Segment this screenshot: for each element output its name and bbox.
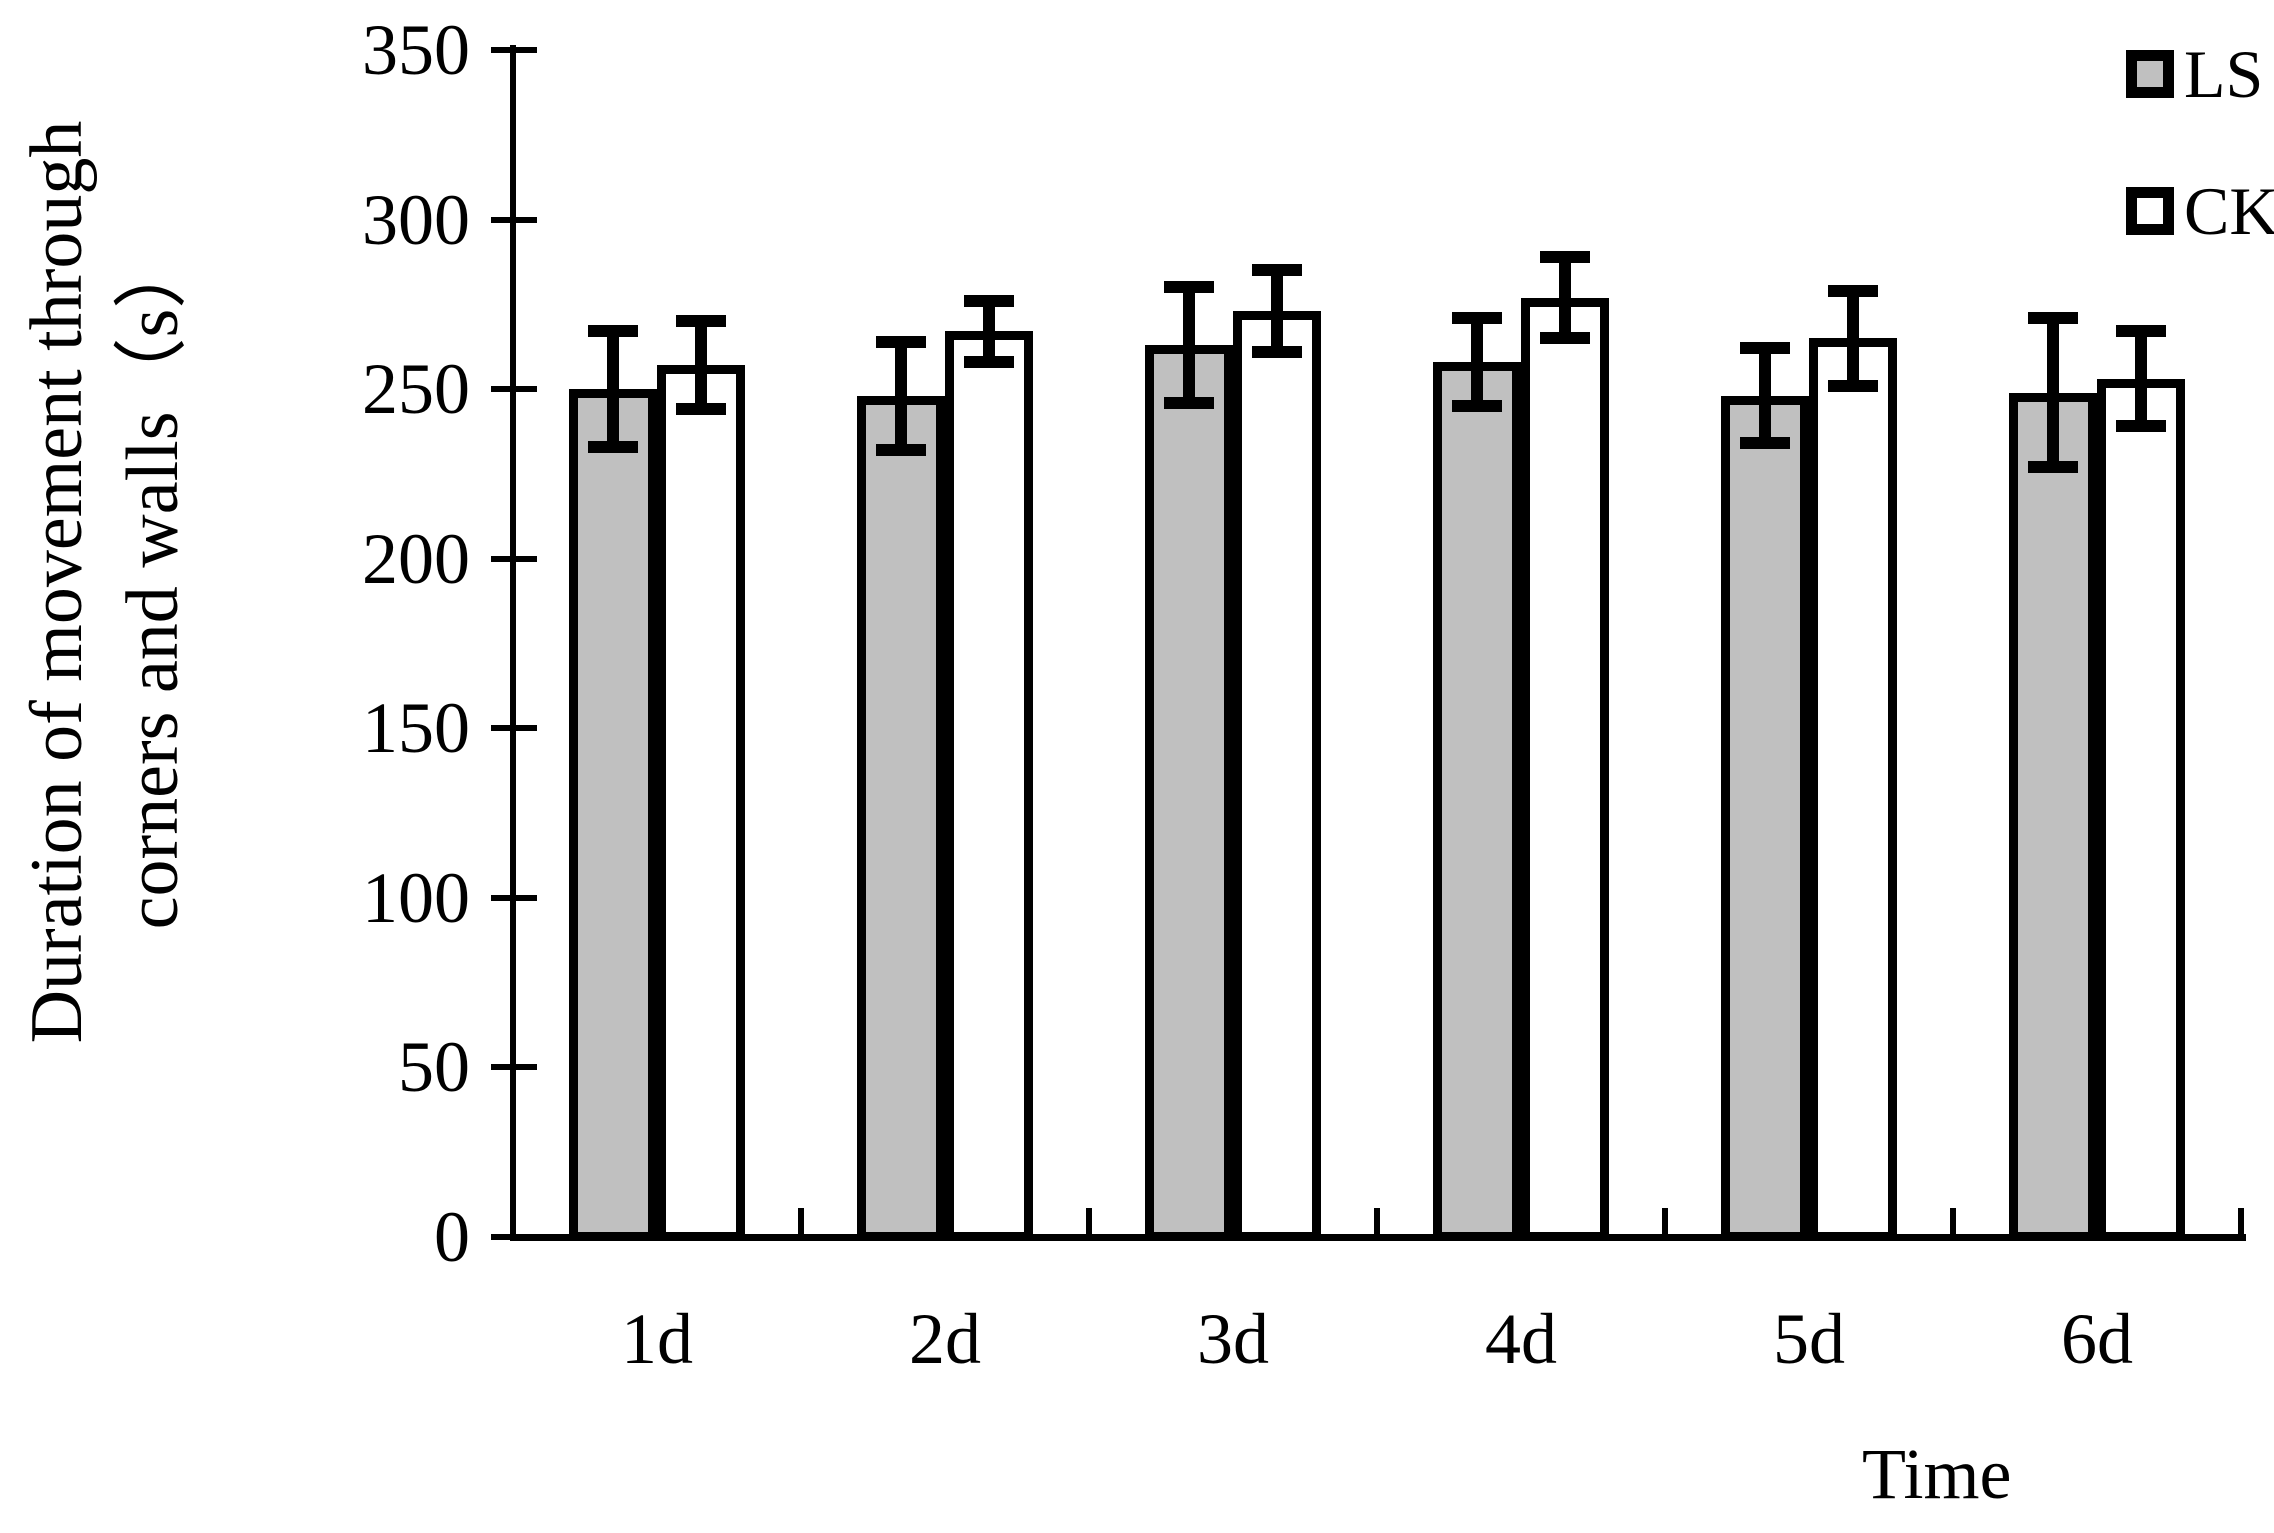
error-bar-cap-top	[2028, 311, 2078, 324]
y-tick-mark	[491, 216, 537, 223]
y-tick-label: 250	[362, 349, 470, 430]
error-bar-cap-bottom	[2028, 461, 2078, 474]
x-tick-mark	[1374, 1208, 1380, 1235]
y-tick-mark	[491, 47, 537, 53]
error-bar-cap-bottom	[876, 444, 926, 457]
legend-item-ck: CK	[2126, 177, 2274, 245]
x-tick-mark	[2238, 1208, 2244, 1235]
y-tick-mark	[491, 725, 537, 732]
error-bar-cap-top	[1740, 342, 1790, 355]
error-bar-cap-bottom	[676, 403, 726, 416]
category-label: 1d	[621, 1299, 693, 1379]
error-bar-cap-top	[1828, 284, 1878, 297]
error-bar-cap-bottom	[588, 440, 638, 453]
error-bar-line	[1759, 348, 1771, 444]
y-tick-mark	[491, 894, 537, 901]
error-bar-line	[1271, 270, 1283, 352]
error-bar-cap-bottom	[1540, 332, 1590, 345]
error-bar-cap-top	[2116, 325, 2166, 338]
error-bar-line	[1559, 256, 1571, 339]
bar-ck	[1521, 297, 1609, 1241]
y-tick-mark	[491, 555, 537, 562]
x-axis-line	[510, 1234, 2246, 1241]
error-bar-line	[2047, 317, 2059, 468]
y-tick-label: 0	[434, 1197, 470, 1277]
y-tick-mark	[491, 1064, 537, 1071]
error-bar-cap-bottom	[2116, 420, 2166, 433]
error-bar-cap-top	[964, 294, 1014, 307]
error-bar-cap-bottom	[1828, 379, 1878, 392]
error-bar-cap-top	[1452, 311, 1502, 324]
error-bar-cap-top	[1252, 264, 1302, 277]
y-tick-label: 150	[362, 688, 470, 769]
error-bar-cap-bottom	[1164, 396, 1214, 409]
y-axis-title: Duration of movement through corners and…	[9, 0, 201, 1232]
category-label: 2d	[909, 1299, 981, 1379]
bar-ck	[657, 365, 745, 1241]
bar-ck	[1809, 338, 1897, 1241]
bar-ls	[857, 395, 945, 1241]
y-tick-label: 100	[362, 857, 470, 938]
legend-swatch-ls-icon	[2126, 50, 2174, 98]
bar-ls	[1433, 362, 1521, 1241]
legend-swatch-ck-icon	[2126, 187, 2174, 235]
error-bar-cap-top	[588, 325, 638, 338]
error-bar-cap-top	[1540, 250, 1590, 263]
bar-ls	[1721, 395, 1809, 1241]
legend-label: CK	[2184, 173, 2274, 249]
error-bar-line	[2135, 331, 2147, 427]
category-label: 3d	[1197, 1299, 1269, 1379]
y-axis-title-line1: Duration of movement through	[16, 120, 98, 1044]
bar-ls	[1145, 345, 1233, 1241]
bar-ls	[2009, 392, 2097, 1241]
error-bar-cap-bottom	[1452, 400, 1502, 413]
error-bar-line	[1847, 290, 1859, 386]
error-bar-line	[695, 321, 707, 410]
error-bar-line	[983, 300, 995, 362]
bar-ck	[2097, 378, 2185, 1241]
error-bar-line	[1471, 317, 1483, 407]
bar-ck	[1233, 311, 1321, 1241]
error-bar-cap-bottom	[964, 356, 1014, 368]
category-label: 5d	[1773, 1299, 1845, 1379]
error-bar-line	[607, 331, 619, 447]
category-label: 4d	[1485, 1299, 1557, 1379]
error-bar-line	[1183, 287, 1195, 403]
x-tick-mark	[510, 1208, 516, 1235]
legend-item-ls: LS	[2126, 40, 2263, 108]
y-tick-label: 350	[362, 10, 470, 90]
bar-ck	[945, 331, 1033, 1241]
y-axis-title-line2: corners and walls（s）	[112, 234, 194, 930]
error-bar-cap-bottom	[1740, 437, 1790, 450]
bar-ls	[569, 389, 657, 1241]
error-bar-line	[895, 341, 907, 451]
error-bar-cap-top	[876, 335, 926, 348]
x-tick-mark	[1950, 1208, 1956, 1235]
error-bar-cap-bottom	[1252, 345, 1302, 358]
x-tick-mark	[798, 1208, 804, 1235]
x-tick-mark	[1086, 1208, 1092, 1235]
x-tick-mark	[1662, 1208, 1668, 1235]
y-tick-label: 300	[362, 179, 470, 260]
y-axis-line	[510, 45, 516, 1241]
error-bar-cap-top	[676, 315, 726, 328]
y-tick-mark	[491, 386, 537, 393]
y-tick-label: 200	[362, 518, 470, 599]
legend-label: LS	[2184, 36, 2264, 112]
error-bar-cap-top	[1164, 281, 1214, 294]
x-axis-title: Time	[1862, 1434, 2012, 1514]
category-label: 6d	[2061, 1299, 2133, 1379]
y-tick-mark	[491, 1234, 537, 1240]
y-tick-label: 50	[398, 1027, 470, 1108]
